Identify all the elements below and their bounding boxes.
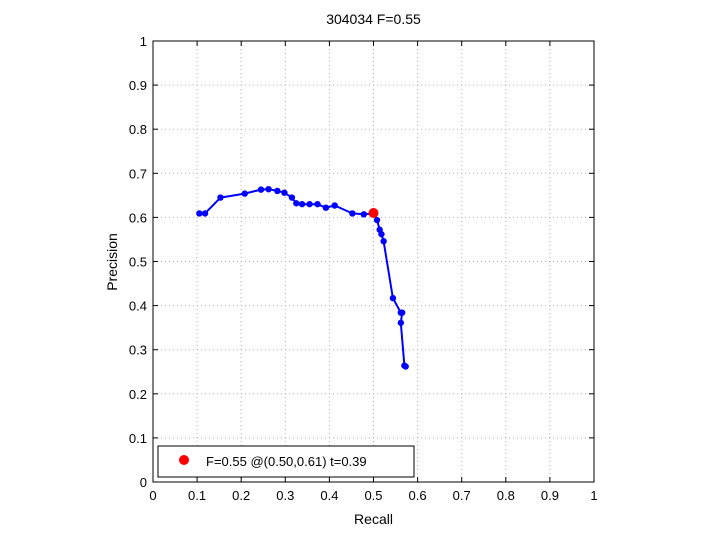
data-point — [314, 200, 321, 208]
data-point — [398, 309, 406, 316]
chart-title: 304034 F=0.55 — [326, 11, 421, 27]
x-tick-label: 0.5 — [364, 488, 382, 503]
legend: F=0.55 @(0.50,0.61) t=0.39 — [157, 445, 415, 478]
x-tick-label: 0 — [149, 488, 156, 503]
y-tick-label: 0.9 — [129, 78, 147, 93]
data-point — [265, 185, 272, 193]
y-tick-label: 0.6 — [129, 210, 147, 225]
x-tick-label: 0.6 — [409, 488, 427, 503]
y-tick-label: 0 — [140, 475, 147, 490]
data-point — [217, 194, 224, 201]
legend-label: F=0.55 @(0.50,0.61) t=0.39 — [206, 454, 367, 469]
y-tick-label: 0.4 — [129, 299, 147, 314]
data-point — [349, 210, 356, 217]
legend-box — [157, 445, 415, 478]
data-point — [331, 202, 338, 209]
x-axis-title: Recall — [354, 511, 393, 527]
series-line — [199, 188, 407, 368]
data-point — [380, 238, 387, 245]
data-point — [201, 210, 209, 217]
data-point — [373, 216, 381, 224]
data-point — [196, 210, 203, 217]
data-point — [298, 200, 306, 208]
y-tick-label: 0.7 — [129, 166, 147, 181]
x-tick-label: 0.3 — [276, 488, 294, 503]
data-point — [257, 186, 265, 193]
data-point — [293, 200, 300, 207]
series-layer — [196, 185, 409, 370]
x-tick-label: 1 — [590, 488, 597, 503]
best-f-point — [368, 207, 379, 218]
data-point — [397, 319, 405, 326]
data-point — [389, 294, 397, 302]
data-point — [288, 194, 296, 201]
legend-marker — [179, 455, 189, 465]
y-tick-label: 1 — [140, 34, 147, 49]
x-tick-label: 0.1 — [188, 488, 206, 503]
data-point — [402, 363, 409, 370]
y-tick-label: 0.2 — [129, 387, 147, 402]
data-point — [281, 189, 288, 196]
axis-ticks: 0 0.1 0.2 0.3 0.4 0.5 0.6 0.7 0.8 0.9 1 0 0.1 0.2 0.3 0… — [129, 34, 598, 503]
y-axis-title: Precision — [104, 233, 120, 291]
data-point — [241, 190, 248, 197]
data-point — [378, 230, 385, 238]
y-tick-label: 0.1 — [129, 431, 147, 446]
y-tick-label: 0.8 — [129, 122, 147, 137]
x-tick-label: 0.9 — [541, 488, 559, 503]
x-tick-label: 0.2 — [232, 488, 250, 503]
grid — [153, 41, 594, 482]
data-point — [306, 200, 313, 208]
x-tick-label: 0.4 — [320, 488, 338, 503]
x-tick-label: 0.8 — [497, 488, 515, 503]
x-tick-label: 0.7 — [453, 488, 471, 503]
data-point — [360, 211, 367, 218]
y-tick-label: 0.5 — [129, 255, 147, 270]
y-tick-label: 0.3 — [129, 343, 147, 358]
data-point — [274, 187, 281, 195]
data-point — [322, 204, 330, 211]
